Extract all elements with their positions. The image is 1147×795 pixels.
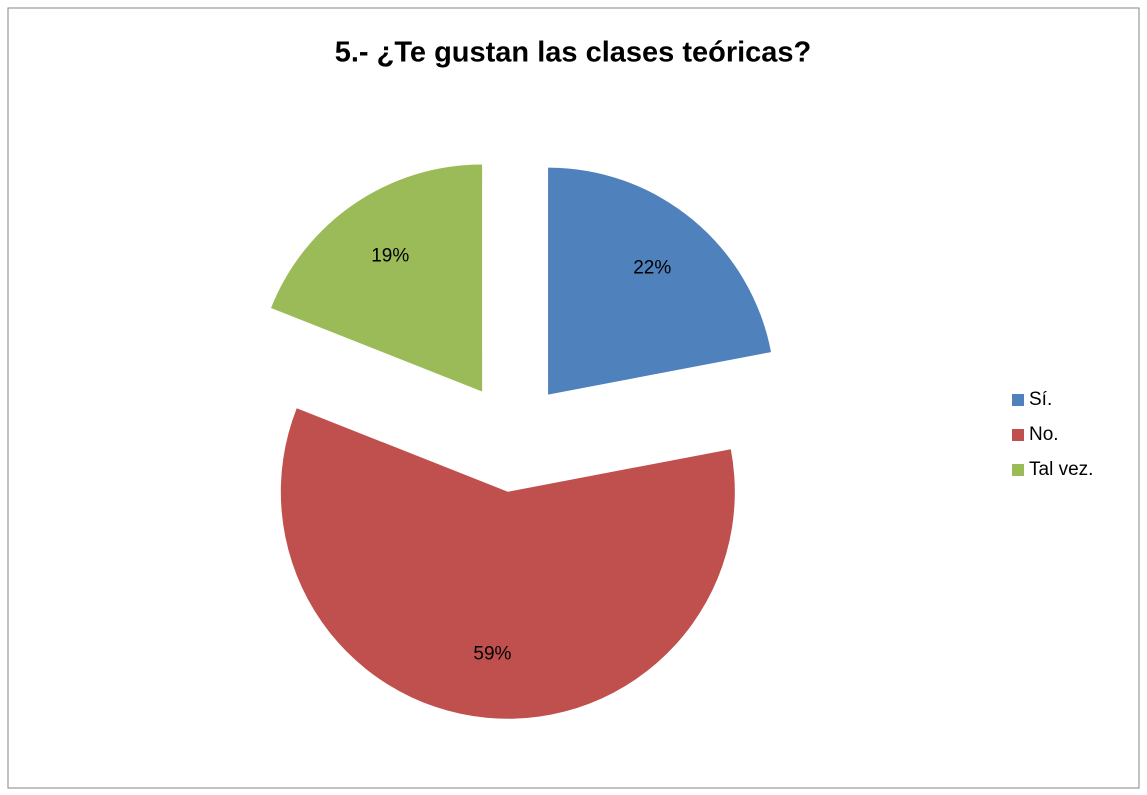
legend-swatch	[1012, 394, 1024, 406]
legend-label: Sí.	[1029, 389, 1052, 410]
pie-slice	[548, 167, 772, 395]
pie-slice	[271, 164, 483, 392]
data-label: 59%	[473, 643, 511, 664]
data-label: 19%	[371, 245, 409, 266]
chart-title: 5.- ¿Te gustan las clases teóricas?	[335, 37, 812, 69]
legend-swatch	[1012, 429, 1024, 441]
legend-label: Tal vez.	[1029, 459, 1093, 480]
pie-slice	[280, 408, 735, 719]
legend-label: No.	[1029, 424, 1059, 445]
data-label: 22%	[633, 258, 671, 279]
legend-swatch	[1012, 464, 1024, 476]
